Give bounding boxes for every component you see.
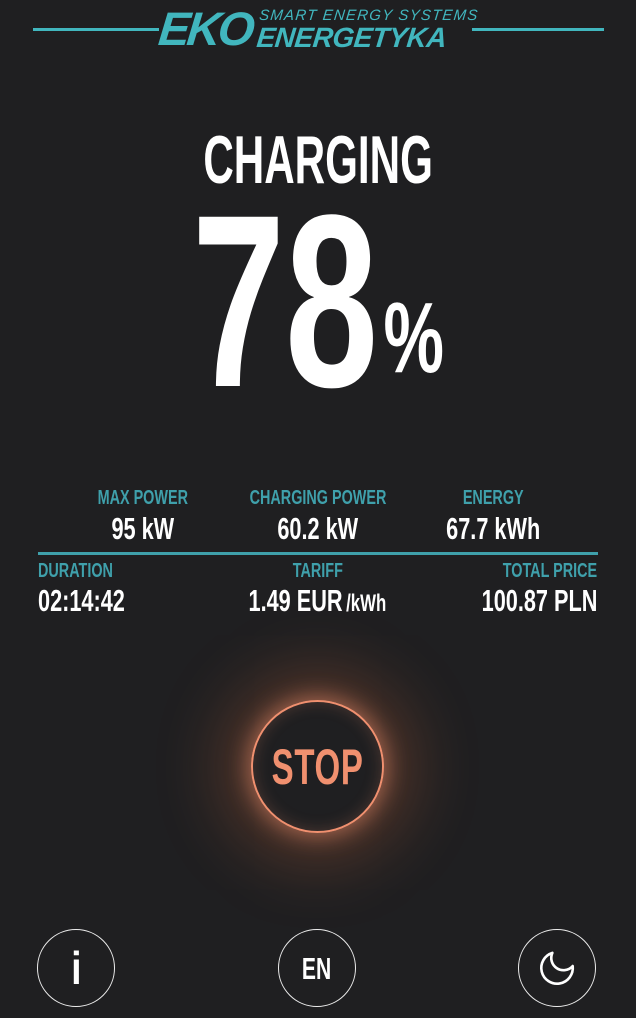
percent-sign: %: [383, 282, 444, 394]
session-stats: MAX POWER 95 kW CHARGING POWER 60.2 kW E…: [0, 487, 636, 621]
stat-value: 1.49 EUR/kWh: [249, 584, 387, 621]
stat-value: 60.2 kW: [277, 511, 359, 546]
stat-charging-power: CHARGING POWER 60.2 kW: [223, 487, 413, 546]
stats-divider: [38, 552, 598, 555]
brand-main: EKO: [156, 2, 255, 55]
stats-row-2: DURATION 02:14:42 TARIFF 1.49 EUR/kWh TO…: [0, 555, 636, 621]
stat-label: TARIFF: [292, 560, 343, 582]
stat-label: MAX POWER: [97, 487, 188, 509]
info-icon: i: [70, 942, 82, 994]
stat-label: TOTAL PRICE: [502, 560, 598, 582]
stat-total-price: TOTAL PRICE 100.87 PLN: [416, 560, 597, 621]
stat-label: CHARGING POWER: [249, 487, 387, 509]
charging-status-title: CHARGING: [203, 122, 433, 198]
brand-logo: EKO SMART ENERGY SYSTEMS ENERGETYKA: [0, 2, 636, 55]
stat-value: 67.7 kWh: [446, 511, 541, 546]
stop-button-label: STOP: [271, 738, 364, 795]
theme-toggle-button[interactable]: [518, 929, 596, 1007]
language-label: EN: [302, 950, 332, 986]
stat-duration: DURATION 02:14:42: [38, 560, 219, 621]
brand-right: SMART ENERGY SYSTEMS ENERGETYKA: [255, 4, 479, 53]
stat-value: 02:14:42: [38, 583, 125, 618]
stat-label: DURATION: [38, 560, 113, 582]
tariff-unit: /kWh: [346, 590, 387, 617]
brand-sub: ENERGETYKA: [255, 22, 448, 53]
tariff-amount: 1.49 EUR: [248, 583, 343, 618]
stats-row-1: MAX POWER 95 kW CHARGING POWER 60.2 kW E…: [0, 487, 636, 546]
charge-percent-value: 78: [192, 164, 379, 439]
stat-tariff: TARIFF 1.49 EUR/kWh: [219, 560, 416, 621]
stat-value: 95 kW: [111, 511, 174, 546]
header-line-left: [33, 28, 159, 31]
stop-button[interactable]: STOP: [251, 700, 384, 833]
moon-icon: [540, 951, 575, 985]
stat-value: 100.87 PLN: [481, 583, 598, 618]
header-line-right: [472, 28, 604, 31]
info-button[interactable]: i: [37, 929, 115, 1007]
stat-energy: ENERGY 67.7 kWh: [413, 487, 574, 546]
language-button[interactable]: EN: [278, 929, 356, 1007]
charge-percentage: 78 %: [102, 164, 534, 439]
stat-max-power: MAX POWER 95 kW: [62, 487, 223, 546]
stat-label: ENERGY: [463, 487, 524, 509]
